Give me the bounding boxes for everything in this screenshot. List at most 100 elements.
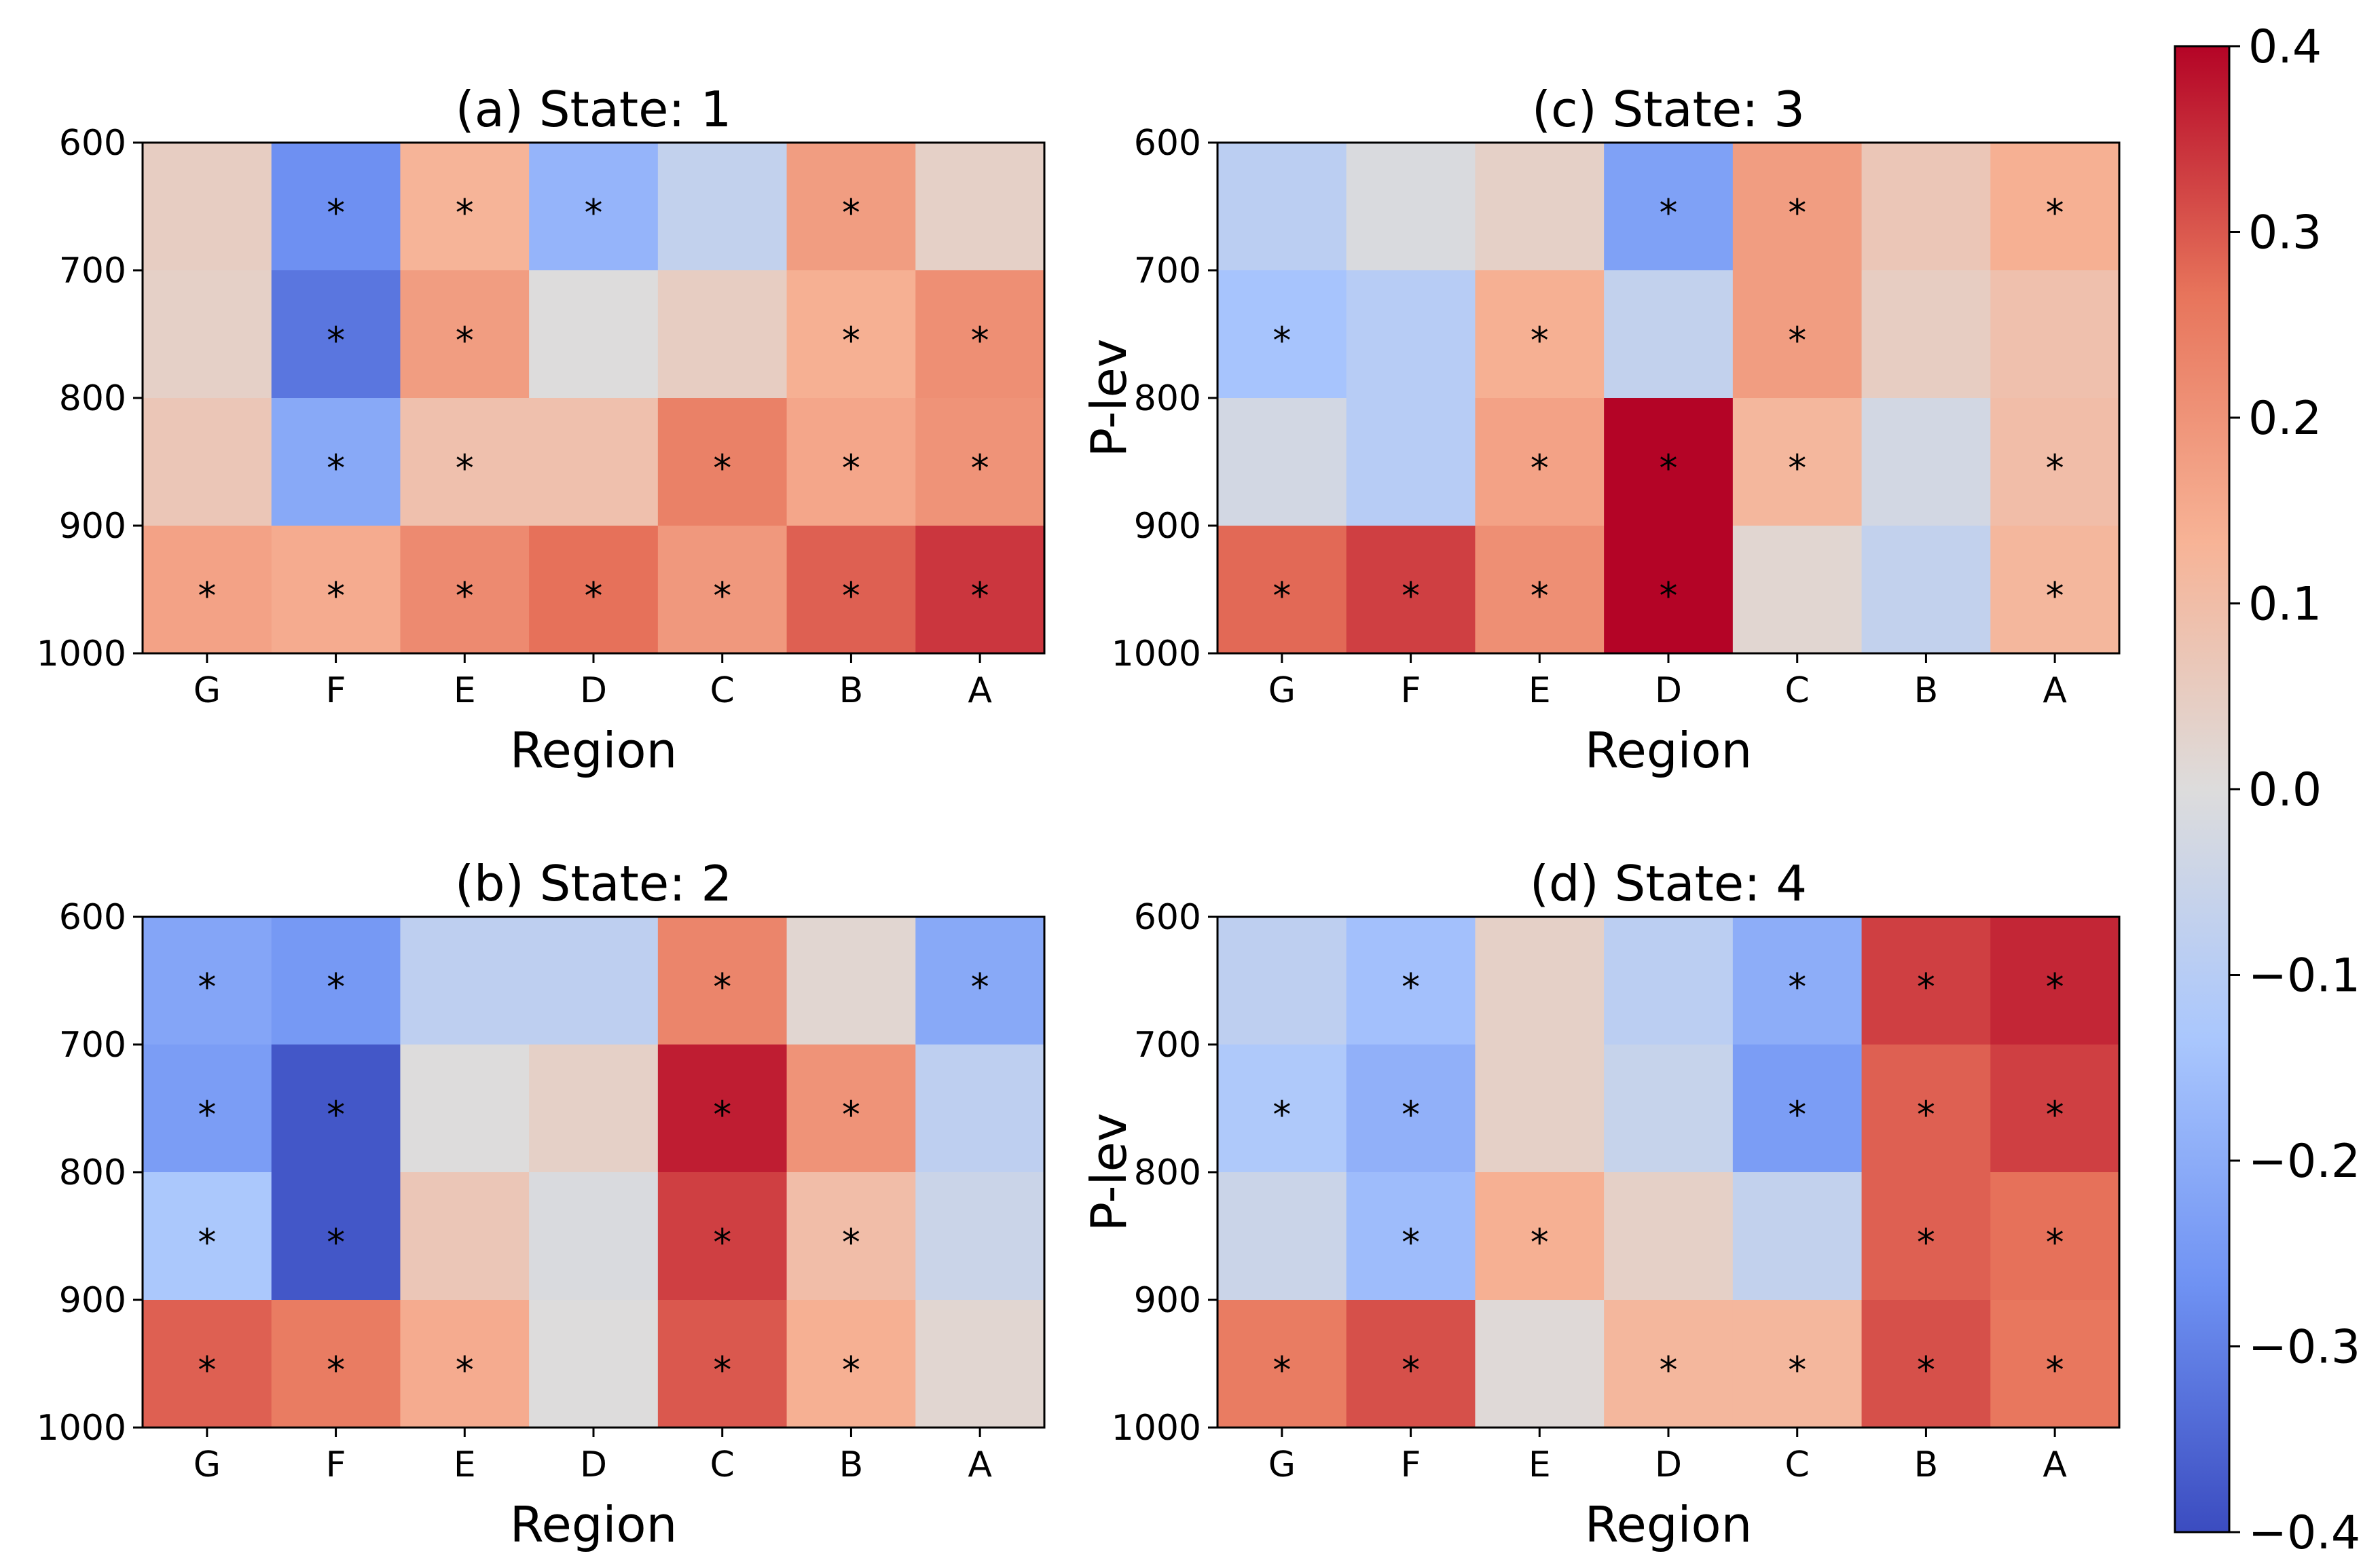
heatmap-cell [1218, 1045, 1347, 1173]
heatmap-cell [1346, 917, 1476, 1045]
heatmap-cell [1218, 143, 1347, 271]
panel-title: (a) State: 1 [456, 81, 732, 138]
y-axis-label: P-lev [1080, 1113, 1137, 1232]
heatmap-cell [786, 1045, 916, 1173]
heatmap-cell [1732, 398, 1863, 526]
panel-title: (b) State: 2 [455, 855, 732, 912]
heatmap-cell [1218, 270, 1347, 399]
heatmap-cell [529, 1172, 659, 1301]
heatmap-cell [1346, 398, 1476, 526]
colorbar-tick-label: 0.0 [2248, 763, 2322, 817]
significance-marker: * [842, 447, 860, 490]
heatmap-cell [786, 143, 916, 271]
x-tick-label: B [839, 670, 864, 711]
significance-marker: * [456, 575, 474, 617]
y-tick-label: 900 [1134, 506, 1201, 547]
x-tick-label: E [454, 670, 476, 711]
significance-marker: * [585, 192, 603, 234]
heatmap-cell [657, 1172, 788, 1301]
heatmap-cell [1475, 526, 1605, 654]
heatmap-cell [786, 526, 916, 654]
heatmap-cell [1990, 917, 2120, 1045]
significance-marker: * [1402, 966, 1420, 1009]
heatmap-cell [143, 1172, 272, 1301]
significance-marker: * [1788, 447, 1806, 490]
significance-marker: * [1917, 1221, 1935, 1264]
x-tick-label: E [1528, 1445, 1551, 1485]
heatmap-cell [657, 143, 788, 271]
heatmap-cell [786, 270, 916, 399]
heatmap-cell [786, 917, 916, 1045]
significance-marker: * [1402, 1349, 1420, 1392]
y-tick-label: 700 [1134, 1025, 1201, 1066]
heatmap-cell [271, 143, 401, 271]
colorbar-tick-label: −0.2 [2248, 1135, 2360, 1188]
heatmap-cell [529, 917, 659, 1045]
heatmap-panel: * * * * * * * * * * * * * * * G F E D C B A 600 700 800 900 1000 (c… [1080, 81, 2121, 779]
y-tick-label: 700 [59, 251, 126, 291]
heatmap-cell [143, 398, 272, 526]
heatmap-cell [915, 917, 1045, 1045]
heatmap-cell [1990, 1172, 2120, 1301]
heatmap-cell [1990, 1045, 2120, 1173]
significance-marker: * [456, 447, 474, 490]
significance-marker: * [456, 1349, 474, 1392]
heatmap-cell [915, 526, 1045, 654]
heatmap-cell [1475, 270, 1605, 399]
heatmap-cell [1346, 270, 1476, 399]
colorbar-tick-label: −0.1 [2248, 949, 2360, 1003]
heatmap-cell [1346, 143, 1476, 271]
x-tick-label: A [968, 1445, 992, 1485]
heatmap-cell [400, 398, 530, 526]
heatmap-cell [529, 143, 659, 271]
heatmap-cell [271, 1172, 401, 1301]
significance-marker: * [713, 575, 731, 617]
significance-marker: * [198, 575, 216, 617]
heatmap-cell [271, 1045, 401, 1173]
significance-marker: * [1402, 575, 1420, 617]
heatmap-cell [1346, 1172, 1476, 1301]
significance-marker: * [327, 575, 345, 617]
x-tick-label: A [2043, 670, 2067, 711]
significance-marker: * [1788, 1093, 1806, 1136]
significance-marker: * [1273, 319, 1291, 362]
significance-marker: * [842, 575, 860, 617]
x-tick-label: F [1401, 1445, 1421, 1485]
x-tick-label: B [1914, 1445, 1939, 1485]
heatmap-cell [1861, 398, 1991, 526]
heatmap-cell [1990, 143, 2120, 271]
x-tick-label: G [1268, 670, 1296, 711]
heatmap-cell [400, 143, 530, 271]
heatmap-cell [143, 270, 272, 399]
x-tick-label: F [1401, 670, 1421, 711]
heatmap-cell [786, 1172, 916, 1301]
significance-marker: * [198, 1349, 216, 1392]
heatmap-cell [1861, 526, 1991, 654]
significance-marker: * [2046, 1349, 2064, 1392]
significance-marker: * [1531, 319, 1549, 362]
heatmap-cell [271, 270, 401, 399]
significance-marker: * [1917, 1093, 1935, 1136]
heatmap-panel: * * * * * * * * * * * * * * * * * G F E D C B A 600 700 800 900 1000… [37, 855, 1046, 1553]
x-tick-label: D [580, 670, 607, 711]
significance-marker: * [2046, 966, 2064, 1009]
heatmap-cell [915, 1045, 1045, 1173]
significance-marker: * [842, 1349, 860, 1392]
x-axis-label: Region [1585, 1496, 1752, 1553]
y-tick-label: 600 [59, 123, 126, 164]
heatmap-cell [143, 917, 272, 1045]
heatmap-cell [657, 398, 788, 526]
significance-marker: * [327, 447, 345, 490]
heatmap-cell [143, 1045, 272, 1173]
heatmap-cell [915, 398, 1045, 526]
significance-marker: * [971, 319, 989, 362]
heatmap-cell [786, 1300, 916, 1428]
significance-marker: * [1788, 192, 1806, 234]
x-tick-label: C [710, 670, 735, 711]
significance-marker: * [971, 447, 989, 490]
significance-marker: * [713, 447, 731, 490]
heatmap-cell [1861, 1172, 1991, 1301]
x-tick-label: C [1785, 670, 1810, 711]
heatmap-cell [1732, 917, 1863, 1045]
